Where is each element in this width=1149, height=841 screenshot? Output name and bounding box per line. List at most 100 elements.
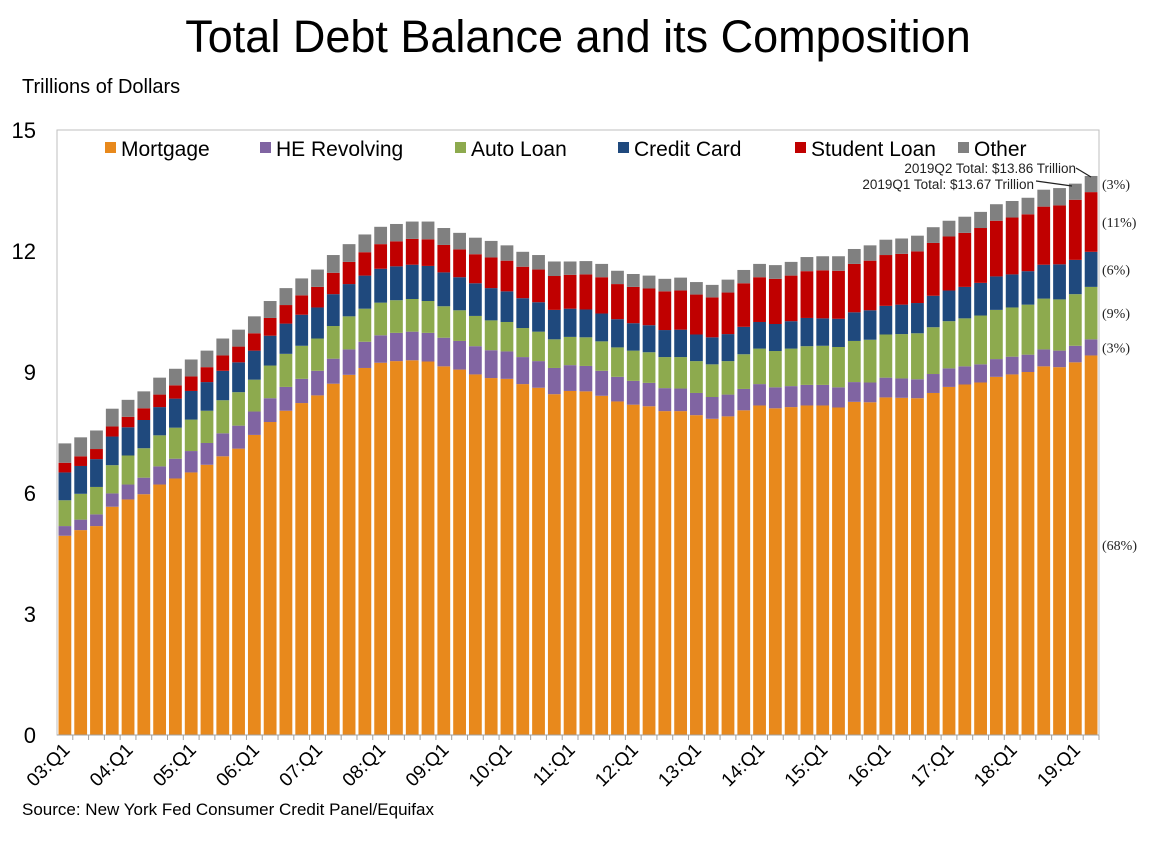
bar-segment-student-loan: [184, 376, 198, 391]
bar-segment-auto-loan: [484, 320, 498, 351]
bar-stack: [437, 228, 453, 740]
bar-segment-other: [547, 261, 561, 277]
bar-segment-mortgage: [674, 411, 688, 735]
x-tick-label: 14:Q1: [718, 740, 769, 791]
bar-segment-other: [753, 263, 766, 278]
bar-segment-other: [705, 284, 719, 298]
bar-stack: [658, 278, 674, 740]
bar-stack: [705, 284, 721, 740]
bar-segment-student-loan: [1037, 206, 1051, 265]
bar-stack: [326, 255, 342, 740]
bar-segment-student-loan: [611, 284, 624, 320]
bar-segment-auto-loan: [263, 365, 277, 399]
legend-label: HE Revolving: [276, 138, 403, 161]
bar-segment-auto-loan: [279, 353, 293, 387]
bar-segment-other: [358, 234, 372, 253]
bar-segment-auto-loan: [879, 334, 893, 378]
bar-segment-student-loan: [1068, 199, 1082, 260]
bar-segment-mortgage: [468, 374, 482, 735]
bar-segment-other: [1068, 183, 1082, 200]
annotation-q2-arrow: [1075, 167, 1092, 178]
bar-segment-credit-card: [74, 465, 88, 494]
legend-swatch: [105, 142, 116, 153]
bar-segment-student-loan: [437, 244, 451, 273]
bar-segment-mortgage: [563, 390, 577, 735]
bar-segment-he-revolving: [121, 484, 135, 500]
legend-swatch: [260, 142, 271, 153]
bar-segment-mortgage: [421, 361, 435, 735]
bar-segment-mortgage: [516, 384, 530, 735]
bar-segment-credit-card: [816, 318, 830, 346]
bar-stack: [90, 430, 105, 740]
bar-segment-credit-card: [342, 284, 356, 317]
bar-segment-auto-loan: [768, 351, 782, 388]
bar-segment-auto-loan: [468, 315, 482, 347]
bar-segment-credit-card: [926, 295, 940, 328]
bar-segment-other: [90, 430, 103, 450]
bar-segment-student-loan: [516, 266, 530, 299]
bar-segment-other: [105, 408, 119, 427]
bar-segment-student-loan: [753, 277, 766, 322]
bar-segment-auto-loan: [169, 427, 182, 459]
bar-segment-he-revolving: [816, 384, 830, 406]
bar-segment-he-revolving: [942, 368, 956, 387]
bar-segment-he-revolving: [547, 367, 561, 395]
bar-segment-credit-card: [768, 324, 782, 352]
bar-segment-auto-loan: [216, 400, 230, 434]
bar-stack: [911, 235, 926, 740]
bar-stack: [405, 221, 421, 740]
legend-item: Student Loan: [795, 138, 936, 161]
bar-segment-he-revolving: [200, 442, 214, 465]
bar-stack: [626, 273, 642, 740]
bar-segment-he-revolving: [137, 477, 151, 495]
bar-segment-auto-loan: [974, 315, 987, 365]
bar-segment-other: [1005, 200, 1019, 218]
bar-segment-other: [421, 221, 435, 240]
bar-segment-student-loan: [989, 220, 1003, 277]
bar-segment-credit-card: [295, 314, 309, 346]
bar-segment-he-revolving: [468, 346, 482, 375]
bar-segment-student-loan: [468, 254, 482, 284]
bar-segment-student-loan: [121, 416, 135, 428]
bar-segment-mortgage: [326, 383, 340, 735]
bar-segment-other: [563, 261, 577, 275]
bar-segment-credit-card: [90, 459, 103, 487]
bar-segment-he-revolving: [974, 364, 987, 383]
legend-label: Auto Loan: [471, 138, 567, 161]
bar-segment-credit-card: [1053, 264, 1066, 300]
bar-segment-student-loan: [342, 261, 356, 285]
bar-segment-mortgage: [105, 506, 119, 735]
bar-segment-student-loan: [642, 288, 656, 326]
bar-segment-other: [595, 263, 609, 278]
bar-segment-credit-card: [153, 407, 167, 436]
bar-segment-he-revolving: [500, 351, 514, 379]
bar-stack: [532, 255, 547, 740]
bar-segment-credit-card: [690, 334, 703, 362]
x-tick-label: 19:Q1: [1033, 740, 1084, 791]
bar-segment-credit-card: [437, 272, 451, 307]
x-tick-label: 17:Q1: [907, 740, 958, 791]
bar-segment-other: [153, 377, 167, 395]
x-tick-label: 05:Q1: [149, 740, 200, 791]
bar-segment-mortgage: [453, 369, 466, 735]
bar-segment-credit-card: [611, 319, 624, 348]
bar-segment-other: [989, 204, 1003, 221]
bar-segment-other: [137, 391, 151, 409]
bar-segment-credit-card: [863, 310, 877, 340]
bar-segment-student-loan: [721, 292, 735, 335]
bar-segment-he-revolving: [405, 331, 419, 361]
bar-segment-other: [658, 278, 672, 292]
bar-segment-mortgage: [942, 386, 956, 735]
bar-segment-student-loan: [390, 241, 403, 267]
bar-segment-student-loan: [105, 426, 119, 437]
bar-stack: [737, 269, 753, 740]
bar-segment-he-revolving: [1037, 349, 1051, 367]
bar-segment-credit-card: [658, 330, 672, 358]
bar-stack: [516, 251, 532, 740]
x-tick-label: 06:Q1: [212, 740, 263, 791]
bar-segment-auto-loan: [342, 316, 356, 350]
bar-segment-he-revolving: [705, 397, 719, 419]
bar-segment-he-revolving: [1084, 339, 1098, 356]
bar-segment-student-loan: [1053, 205, 1066, 265]
bar-stack: [121, 399, 137, 740]
